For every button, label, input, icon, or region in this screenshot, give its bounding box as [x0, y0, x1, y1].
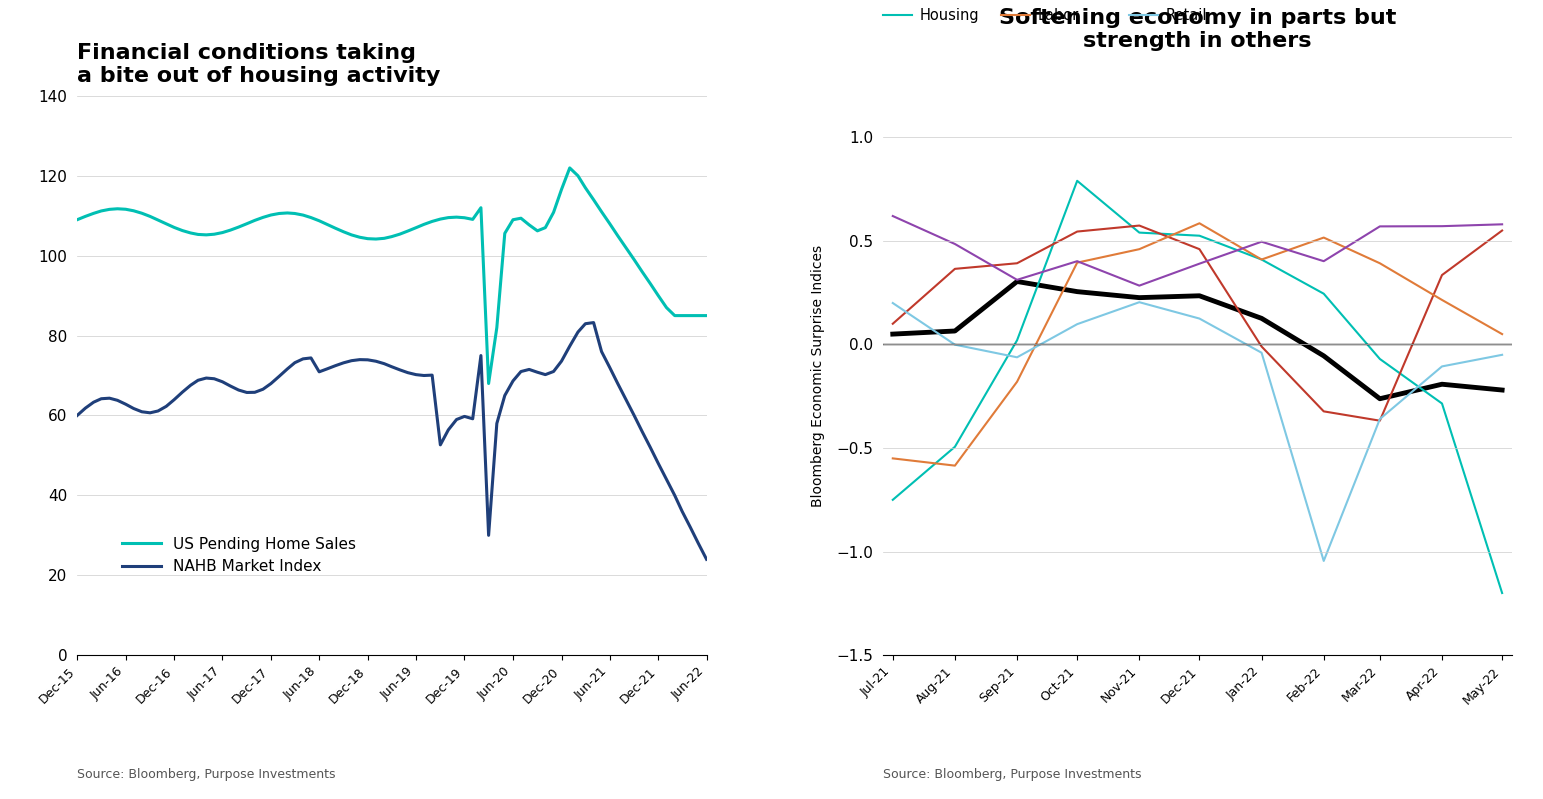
Text: Source: Bloomberg, Purpose Investments: Source: Bloomberg, Purpose Investments — [77, 768, 336, 781]
Line: Personal: Personal — [893, 216, 1503, 285]
Line: US Pending Home Sales: US Pending Home Sales — [77, 168, 707, 384]
Title: Softening economy in parts but
strength in others: Softening economy in parts but strength … — [998, 8, 1396, 51]
Text: Source: Bloomberg, Purpose Investments: Source: Bloomberg, Purpose Investments — [883, 768, 1142, 781]
Y-axis label: Bloomberg Economic Surprise Indices: Bloomberg Economic Surprise Indices — [812, 244, 826, 507]
Line: Industrial: Industrial — [893, 225, 1503, 421]
Line: Retail: Retail — [893, 302, 1503, 561]
Legend: US Pending Home Sales, NAHB Market Index: US Pending Home Sales, NAHB Market Index — [116, 531, 363, 580]
Text: Financial conditions taking
a bite out of housing activity: Financial conditions taking a bite out o… — [77, 43, 440, 86]
Line: Labor: Labor — [893, 223, 1503, 466]
Line: NAHB Market Index: NAHB Market Index — [77, 323, 707, 559]
Line: Total: Total — [893, 281, 1503, 399]
Line: Housing: Housing — [893, 181, 1503, 593]
Legend: Total, Housing, Industrial, Labor, Personal, Retail: Total, Housing, Industrial, Labor, Perso… — [878, 0, 1233, 29]
